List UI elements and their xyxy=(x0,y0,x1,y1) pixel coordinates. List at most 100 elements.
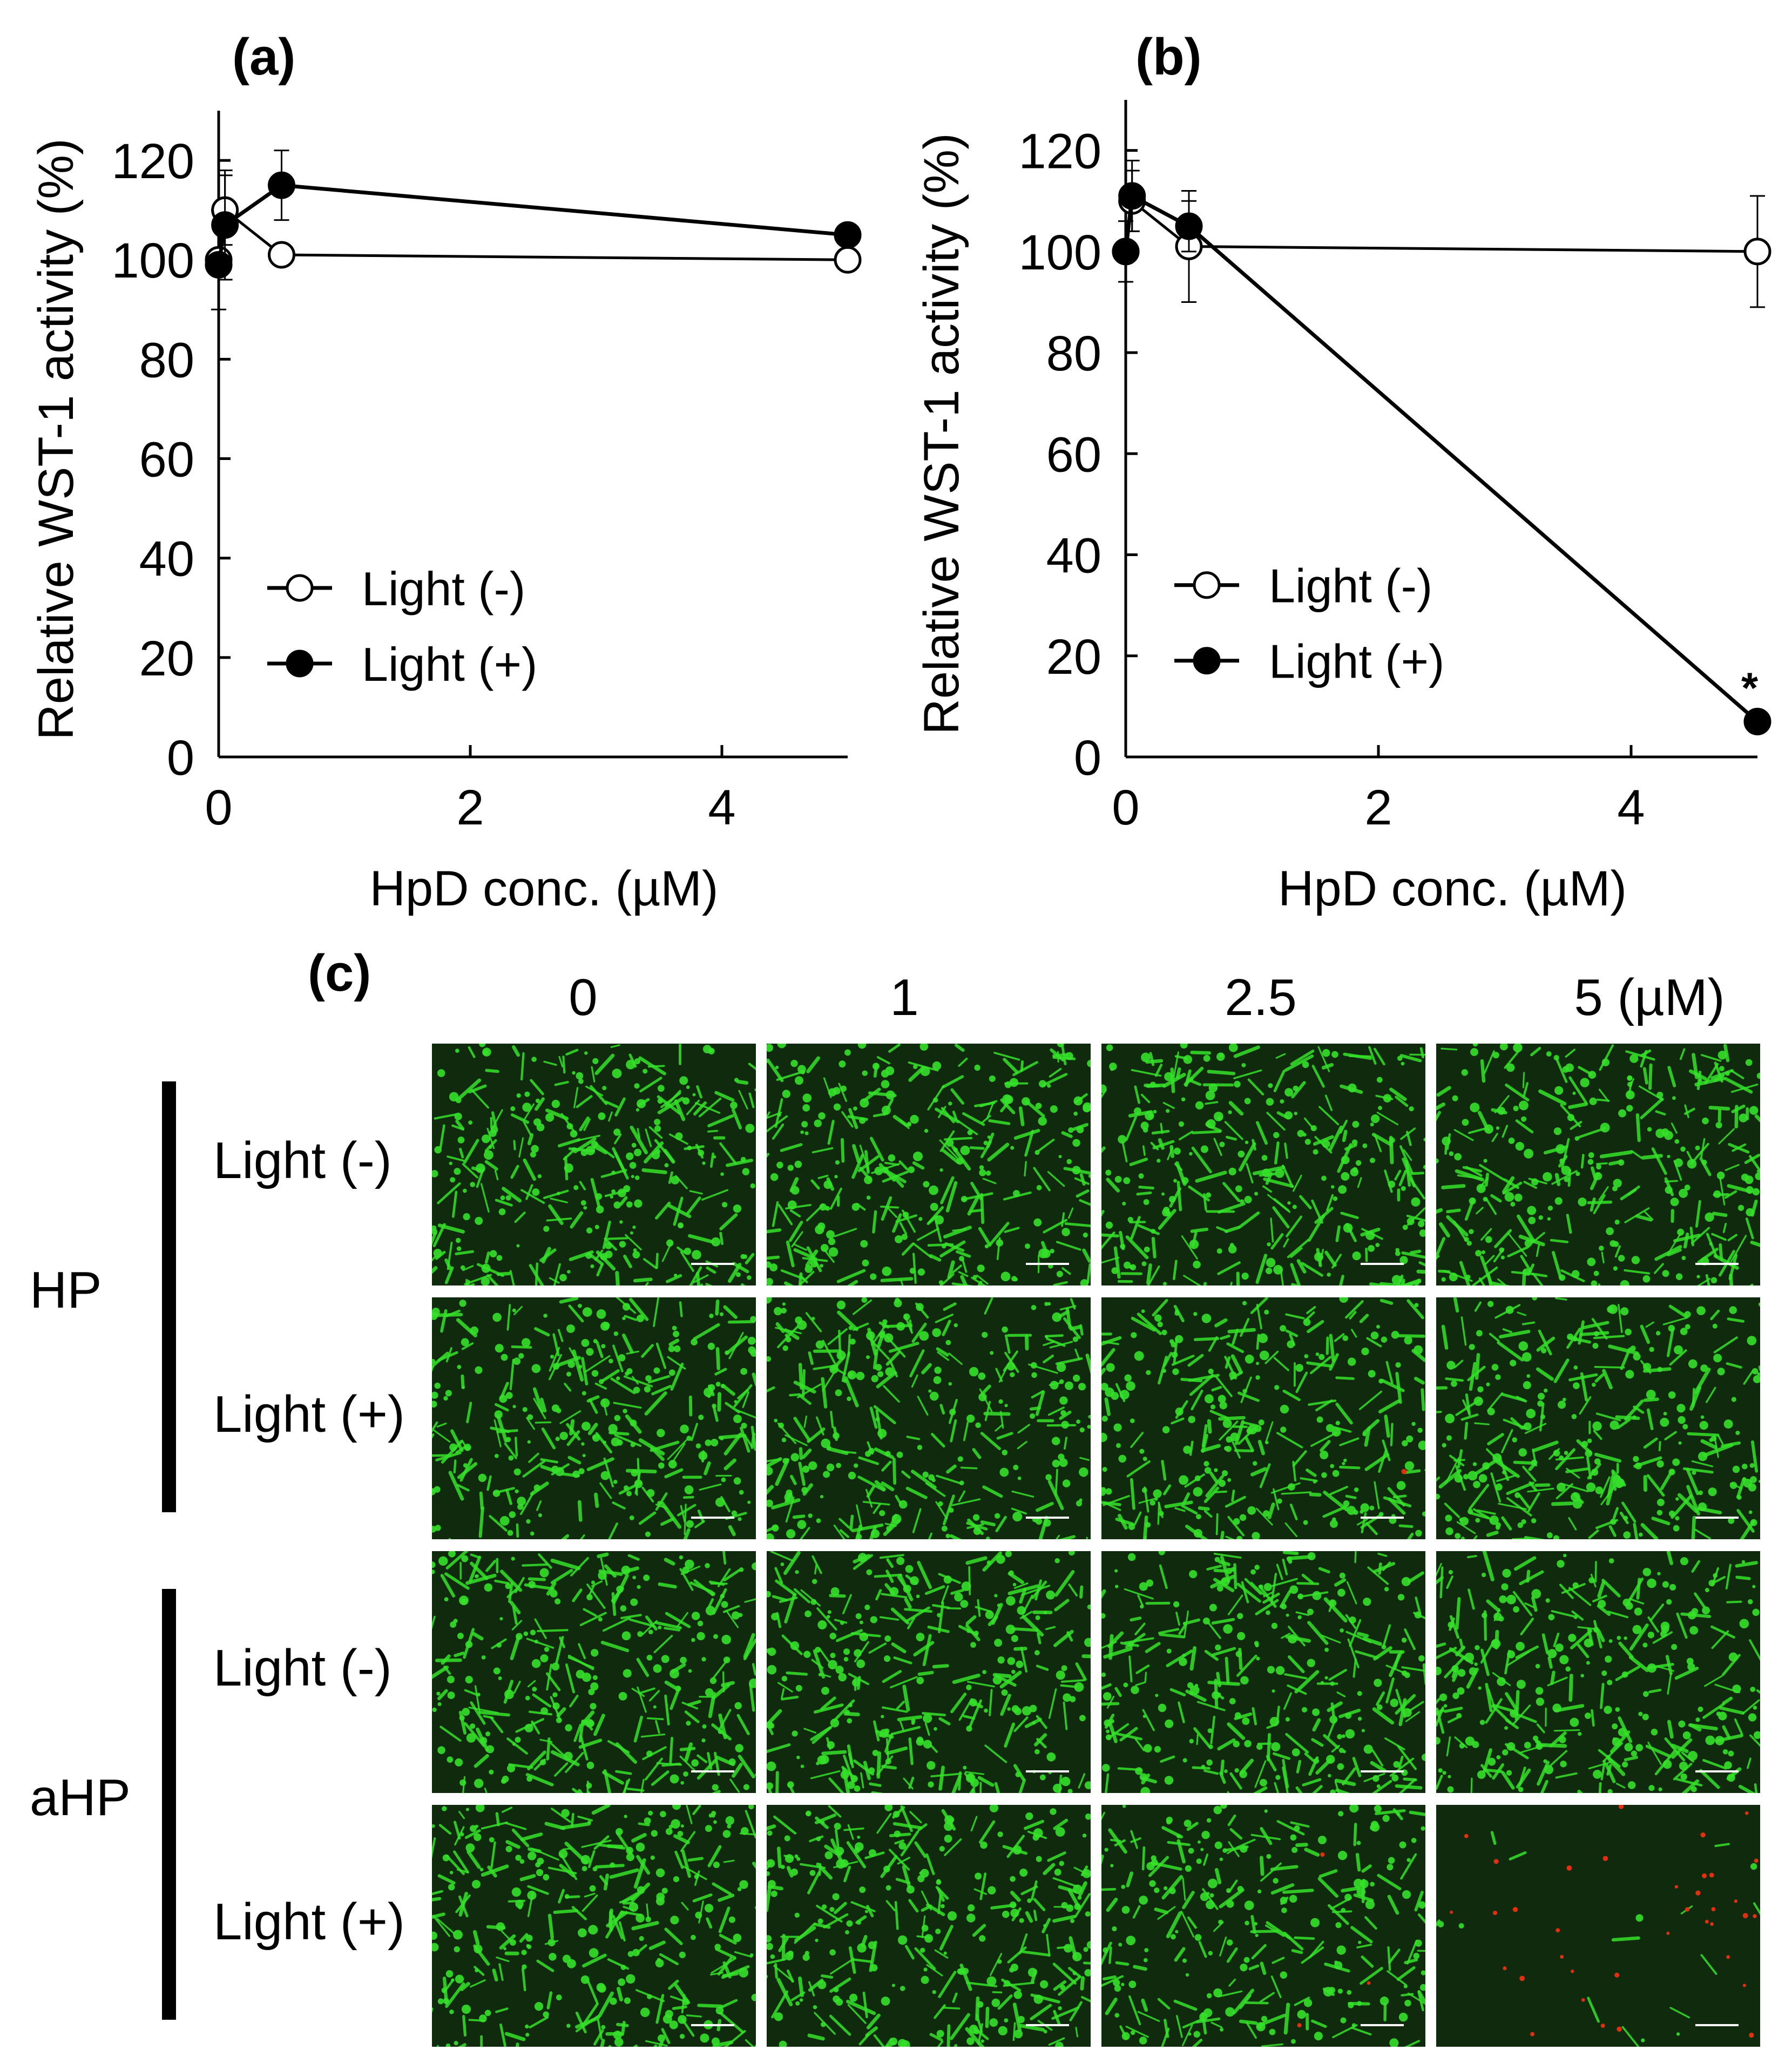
live-cell xyxy=(575,2011,587,2034)
live-cell xyxy=(950,1693,967,1714)
live-cell xyxy=(1454,1153,1462,1161)
live-cell xyxy=(510,1165,519,1179)
live-cell xyxy=(1286,1215,1303,1237)
live-cell xyxy=(686,1085,690,1090)
live-cell xyxy=(1749,1463,1755,1468)
live-cell xyxy=(719,1312,724,1316)
live-cell xyxy=(864,1605,870,1611)
live-cell xyxy=(1445,1514,1452,1522)
live-cell xyxy=(710,1152,714,1168)
live-cell xyxy=(1741,1560,1746,1564)
live-cell xyxy=(628,1053,637,1068)
live-cell xyxy=(681,1849,691,1878)
live-cell xyxy=(495,1199,513,1207)
live-cell xyxy=(1333,1196,1338,1201)
live-cell xyxy=(939,1130,955,1152)
live-cell xyxy=(1541,1348,1547,1354)
live-cell xyxy=(1404,1461,1415,1471)
live-cell xyxy=(1013,1190,1020,1197)
live-cell xyxy=(1608,1304,1618,1314)
live-cell xyxy=(1183,1445,1192,1454)
live-cell xyxy=(1049,1068,1062,1078)
live-cell xyxy=(1281,1491,1312,1495)
live-cell xyxy=(584,1051,588,1055)
live-cell xyxy=(506,1304,511,1331)
live-cell xyxy=(1591,1709,1595,1727)
live-cell xyxy=(1324,1094,1333,1112)
live-cell xyxy=(1263,1583,1272,1592)
live-cell xyxy=(1553,1054,1559,1061)
live-cell xyxy=(1505,1743,1529,1760)
live-cell xyxy=(866,1569,873,1575)
live-cell xyxy=(1743,1370,1754,1385)
live-cell xyxy=(958,1771,962,1791)
live-cell xyxy=(1334,1333,1345,1342)
live-cell xyxy=(1351,1139,1358,1146)
live-cell xyxy=(782,1345,788,1351)
live-cell xyxy=(721,1999,738,2008)
live-cell xyxy=(527,1680,536,1688)
live-cell xyxy=(470,1979,486,1988)
live-cell xyxy=(1700,1364,1708,1372)
live-cell xyxy=(1228,1167,1236,1176)
live-cell xyxy=(616,1439,623,1446)
live-cell xyxy=(613,1201,621,1209)
live-cell xyxy=(669,2020,678,2029)
live-cell xyxy=(938,1280,944,1285)
live-cell xyxy=(1223,1446,1229,1451)
live-cell xyxy=(1459,1261,1471,1285)
live-cell xyxy=(1034,1733,1047,1747)
live-cell xyxy=(1169,1688,1186,1697)
live-cell xyxy=(839,1529,850,1538)
live-cell xyxy=(1318,1354,1325,1360)
live-cell xyxy=(1560,1104,1581,1127)
live-cell xyxy=(1024,1129,1034,1157)
live-cell xyxy=(660,1092,681,1108)
live-cell xyxy=(1624,1743,1633,1752)
live-cell xyxy=(1338,1275,1344,1285)
live-cell xyxy=(1236,1535,1242,1539)
live-cell xyxy=(600,1471,610,1480)
live-cell xyxy=(1513,1556,1537,1571)
live-cell xyxy=(651,1830,658,1837)
live-cell xyxy=(1607,1476,1613,1498)
live-cell xyxy=(938,1717,951,1726)
live-cell xyxy=(1345,1712,1352,1719)
live-cell xyxy=(693,1579,714,1596)
live-cell xyxy=(602,1220,611,1249)
live-cell xyxy=(465,1278,468,1285)
live-cell xyxy=(984,1708,988,1713)
live-cell xyxy=(789,1177,799,1193)
live-cell xyxy=(882,1670,902,1683)
live-cell xyxy=(1185,1689,1207,1702)
live-cell xyxy=(1141,1846,1146,1871)
live-cell xyxy=(610,1044,620,1048)
live-cell xyxy=(545,1113,554,1122)
live-cell xyxy=(998,1399,1003,1404)
live-cell xyxy=(901,1470,911,1479)
live-cell xyxy=(1527,1492,1540,1513)
live-cell xyxy=(686,2014,702,2018)
x-tick-label: 0 xyxy=(205,780,232,835)
live-cell xyxy=(947,1260,955,1279)
live-cell xyxy=(735,1744,743,1752)
live-cell xyxy=(629,1515,634,1520)
live-cell xyxy=(997,1656,1005,1664)
live-cell xyxy=(1166,1649,1193,1668)
live-cell xyxy=(1717,1368,1725,1376)
live-cell xyxy=(614,1097,626,1117)
live-cell xyxy=(550,1355,554,1359)
live-cell xyxy=(1250,1581,1266,1596)
live-cell xyxy=(1303,1520,1308,1525)
live-cell xyxy=(1261,1155,1268,1161)
live-cell xyxy=(712,1784,719,1791)
live-cell xyxy=(1355,1650,1379,1659)
live-cell xyxy=(631,1142,637,1148)
live-cell xyxy=(1063,1701,1068,1730)
live-cell xyxy=(586,1348,594,1356)
live-cell xyxy=(1179,1475,1188,1485)
live-cell xyxy=(1612,1507,1619,1519)
live-cell xyxy=(1581,1321,1610,1330)
live-cell xyxy=(444,1266,454,1284)
live-cell xyxy=(1394,1169,1402,1181)
